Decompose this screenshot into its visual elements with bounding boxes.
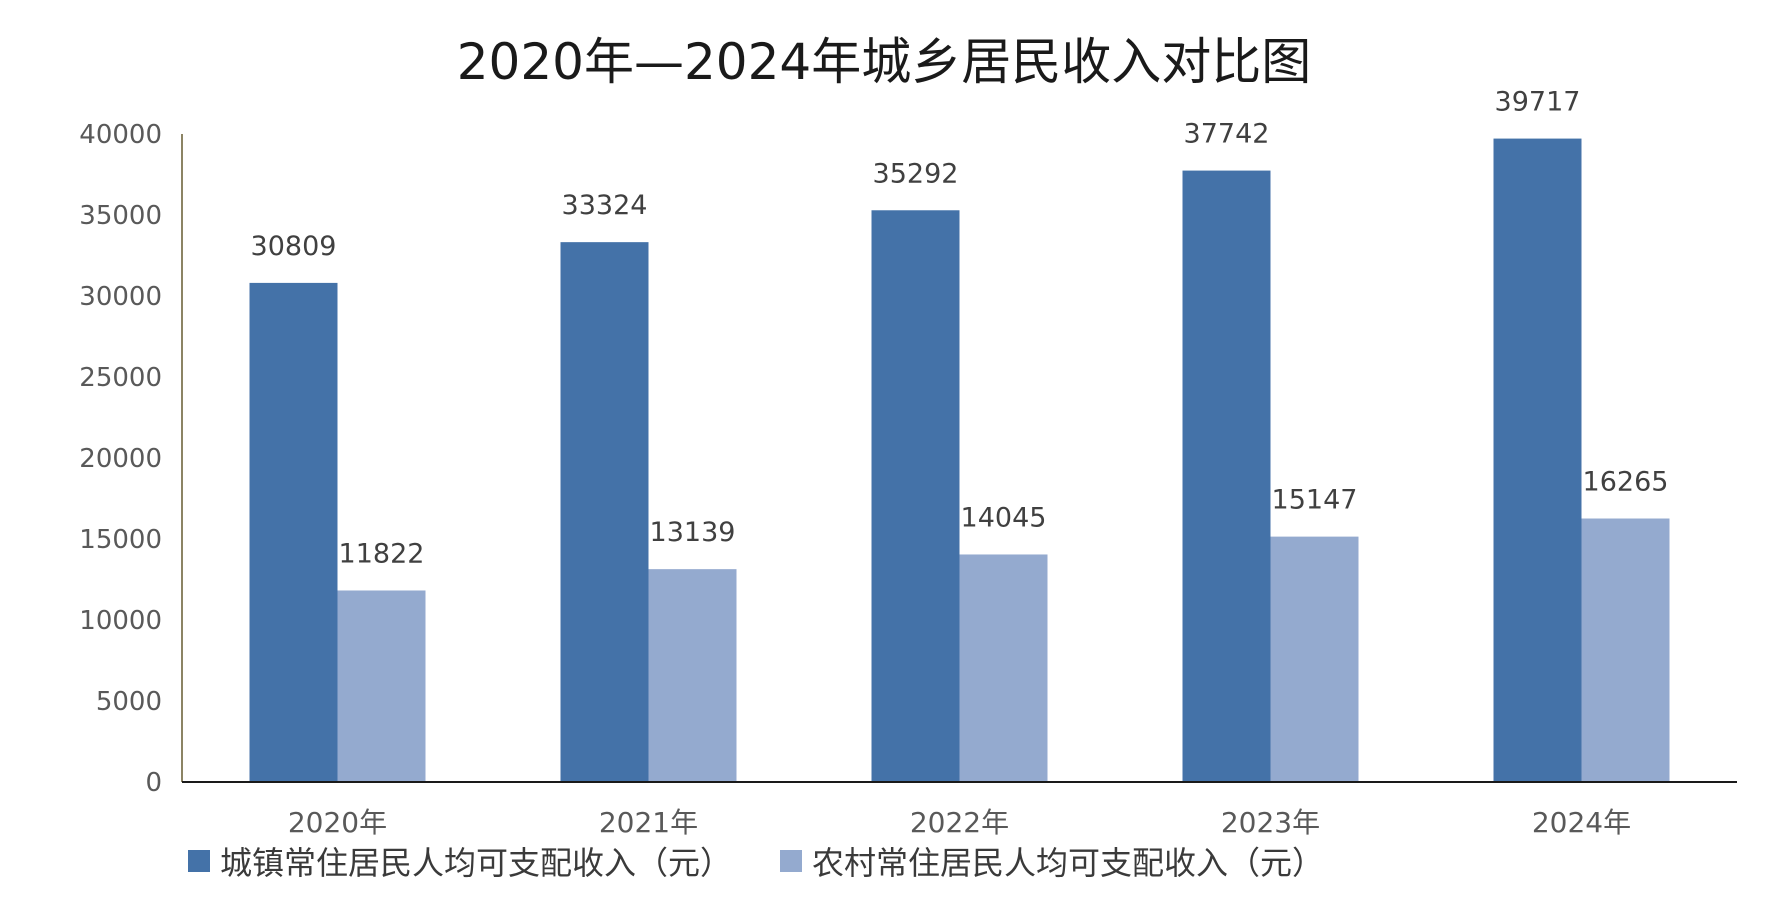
- legend-swatch-urban: [188, 850, 210, 872]
- data-label-urban: 33324: [562, 190, 648, 221]
- y-tick-label: 0: [145, 768, 162, 798]
- bars: [249, 138, 1670, 783]
- legend-swatch-rural: [780, 850, 803, 872]
- bar-urban: [560, 242, 649, 783]
- bar-urban: [249, 282, 338, 782]
- chart-title: 2020年—2024年城乡居民收入对比图: [456, 33, 1312, 91]
- x-tick-label: 2020年: [288, 806, 387, 839]
- legend-label-rural: 农村常住居民人均可支配收入（元）: [812, 844, 1325, 882]
- data-label-rural: 11822: [339, 538, 425, 569]
- bar-rural: [959, 554, 1048, 782]
- y-tick-label: 10000: [79, 606, 162, 636]
- y-tick-label: 5000: [96, 687, 162, 717]
- bar-rural: [1270, 536, 1359, 782]
- x-tick-label: 2022年: [910, 806, 1009, 839]
- y-tick-label: 20000: [79, 444, 162, 474]
- x-tick-label: 2023年: [1221, 806, 1320, 839]
- data-label-rural: 16265: [1583, 467, 1669, 498]
- legend-label-urban: 城镇常住居民人均可支配收入（元）: [220, 844, 733, 882]
- legend: 城镇常住居民人均可支配收入（元） 农村常住居民人均可支配收入（元）: [188, 836, 1372, 886]
- data-label-urban: 35292: [873, 158, 959, 189]
- data-label-urban: 30809: [251, 231, 337, 262]
- bar-rural: [648, 569, 737, 782]
- bar-rural: [337, 590, 426, 782]
- bar-rural: [1581, 518, 1670, 782]
- y-axis: 0 5000 10000 15000 20000 25000 30000 35000 40000: [79, 120, 183, 798]
- data-label-rural: 15147: [1272, 485, 1358, 516]
- y-tick-label: 40000: [79, 120, 162, 150]
- bar-urban: [871, 210, 960, 782]
- legend-item-rural: 农村常住居民人均可支配收入（元）: [780, 838, 1324, 884]
- data-label-rural: 13139: [650, 517, 736, 548]
- y-tick-label: 35000: [79, 201, 162, 231]
- legend-item-urban: 城镇常住居民人均可支配收入（元）: [188, 838, 732, 884]
- data-label-rural: 14045: [961, 502, 1047, 533]
- y-tick-label: 15000: [79, 525, 162, 555]
- y-tick-label: 30000: [79, 282, 162, 312]
- y-tick-label: 25000: [79, 363, 162, 393]
- x-axis: 2020年 2021年 2022年 2023年 2024年: [182, 781, 1737, 839]
- data-labels: 30809 11822 33324 13139 35292 14045 37742 15147…: [251, 87, 1669, 570]
- data-label-urban: 37742: [1184, 119, 1270, 150]
- x-tick-label: 2024年: [1532, 806, 1631, 839]
- data-label-urban: 39717: [1495, 87, 1581, 118]
- x-tick-label: 2021年: [599, 806, 698, 839]
- bar-urban: [1493, 138, 1582, 782]
- bar-urban: [1182, 170, 1271, 783]
